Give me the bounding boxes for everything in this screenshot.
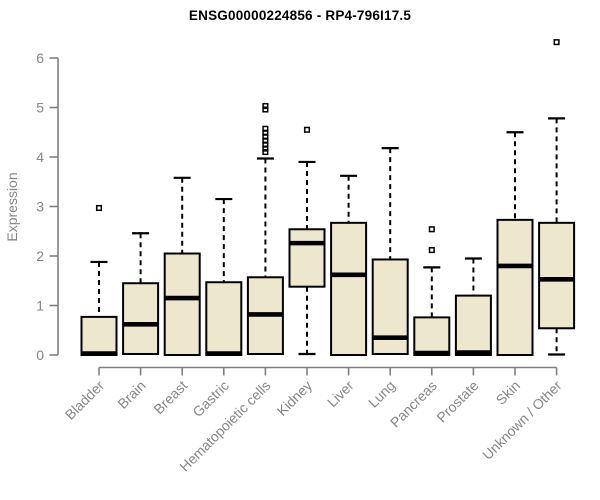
outlier-point: [95, 204, 103, 212]
iqr-box: [330, 221, 368, 356]
y-axis-tick-label: 3: [36, 199, 44, 215]
iqr-box: [122, 282, 160, 356]
x-axis-label: Breast: [150, 377, 190, 417]
box-group: [288, 126, 326, 356]
outlier-point: [262, 102, 269, 110]
iqr-box: [288, 228, 326, 288]
y-axis-tick-label: 2: [36, 248, 44, 264]
box-group: [413, 226, 451, 357]
outlier-point: [262, 149, 269, 156]
x-axis-label: Lung: [365, 377, 398, 410]
x-axis-label: Prostate: [433, 377, 481, 425]
iqr-box: [454, 294, 492, 357]
x-axis-label: Brain: [114, 377, 148, 411]
iqr-box: [163, 252, 201, 356]
outlier-point: [553, 39, 560, 46]
outlier-point: [303, 126, 311, 133]
outlier-point: [428, 247, 435, 254]
iqr-box: [496, 218, 534, 356]
box-group: [246, 102, 284, 356]
outlier-point: [262, 145, 269, 152]
x-axis-label: Liver: [324, 377, 357, 410]
box-group: [122, 232, 160, 356]
box-group: [454, 257, 492, 357]
iqr-box: [538, 221, 576, 330]
y-axis-tick-label: 4: [36, 149, 44, 165]
y-axis-tick-label: 0: [36, 347, 44, 363]
y-axis-tick-label: 6: [36, 50, 44, 66]
box-group: [205, 197, 243, 356]
y-axis-tick-label: 1: [36, 298, 44, 314]
iqr-box: [413, 316, 451, 357]
x-axis-label: Skin: [493, 377, 524, 408]
box-group: [80, 204, 118, 357]
x-axis-label: Kidney: [274, 377, 316, 419]
x-axis-label: Unknown / Other: [479, 377, 565, 463]
iqr-box: [80, 315, 118, 357]
box-group: [371, 146, 409, 356]
box-group: [496, 131, 534, 356]
box-group: [163, 176, 201, 356]
outlier-point: [428, 226, 435, 233]
iqr-box: [205, 281, 243, 356]
y-axis-tick-label: 5: [36, 100, 44, 116]
x-axis-label: Bladder: [62, 377, 108, 423]
box-group: [538, 39, 576, 356]
box-group: [330, 174, 368, 356]
chart-title: ENSG00000224856 - RP4-796I17.5: [188, 8, 412, 23]
outlier-point: [262, 106, 269, 113]
